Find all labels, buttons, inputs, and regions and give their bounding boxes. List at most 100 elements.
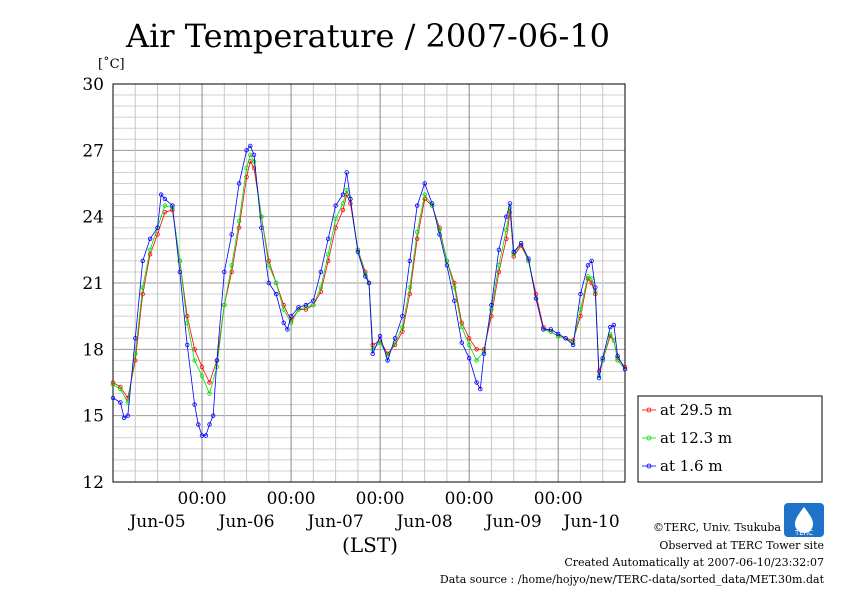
data-point bbox=[236, 181, 242, 186]
data-point bbox=[311, 298, 316, 303]
data-point bbox=[593, 285, 598, 290]
data-point bbox=[318, 269, 323, 275]
data-point bbox=[467, 342, 472, 348]
data-point bbox=[340, 201, 346, 206]
data-point bbox=[184, 314, 190, 319]
legend-label: at 12.3 m bbox=[660, 429, 732, 447]
data-point bbox=[303, 302, 309, 308]
source-text: Data source : /home/hojyo/new/TERC-data/… bbox=[440, 573, 825, 586]
x-day-label: Jun-08 bbox=[395, 512, 453, 532]
data-point bbox=[248, 143, 253, 149]
x-time-label: 00:00 bbox=[445, 489, 494, 509]
data-point bbox=[207, 422, 212, 427]
data-point bbox=[326, 252, 331, 257]
data-point bbox=[511, 249, 516, 255]
created-text: Created Automatically at 2007-06-10/23:3… bbox=[564, 556, 824, 569]
data-point bbox=[344, 187, 349, 193]
data-point bbox=[415, 229, 420, 235]
data-point bbox=[199, 364, 205, 370]
data-point bbox=[407, 285, 412, 290]
data-point bbox=[229, 232, 234, 237]
data-point bbox=[489, 302, 494, 308]
data-point bbox=[274, 291, 279, 297]
terc-logo: TERC bbox=[784, 503, 824, 537]
data-point bbox=[177, 258, 182, 264]
data-point bbox=[340, 207, 346, 213]
x-axis-ticks: 00:00 00:00 00:00 00:00 00:00 Jun-05 Jun-06 Jun… bbox=[127, 489, 619, 532]
data-point bbox=[274, 280, 279, 286]
data-point bbox=[459, 340, 464, 345]
x-axis-label: (LST) bbox=[342, 533, 398, 557]
data-point bbox=[125, 400, 130, 405]
x-time-label: 00:00 bbox=[534, 489, 583, 509]
data-point bbox=[615, 358, 620, 363]
data-point bbox=[140, 285, 145, 290]
data-point bbox=[400, 314, 405, 319]
data-point bbox=[585, 274, 591, 279]
data-point bbox=[236, 225, 242, 230]
x-time-label: 00:00 bbox=[356, 489, 405, 509]
data-point bbox=[615, 353, 620, 359]
x-time-label: 00:00 bbox=[178, 489, 227, 509]
data-point bbox=[363, 274, 368, 279]
data-point bbox=[110, 380, 116, 385]
data-point bbox=[118, 400, 123, 405]
series-1 bbox=[110, 159, 628, 401]
data-point bbox=[147, 247, 153, 252]
data-point bbox=[244, 174, 249, 180]
data-point bbox=[589, 280, 594, 286]
data-point bbox=[452, 285, 457, 290]
series-line bbox=[112, 145, 626, 437]
data-point bbox=[333, 203, 338, 208]
data-point bbox=[459, 320, 464, 325]
data-point bbox=[288, 314, 294, 319]
data-point bbox=[162, 196, 168, 202]
data-point bbox=[140, 291, 145, 297]
data-point bbox=[452, 298, 457, 303]
data-point bbox=[259, 225, 264, 230]
data-point bbox=[118, 386, 123, 392]
legend-swatch-marker bbox=[646, 463, 652, 469]
data-point bbox=[526, 256, 531, 261]
data-point bbox=[600, 356, 605, 361]
y-tick-label: 18 bbox=[82, 340, 104, 360]
data-point bbox=[184, 320, 190, 325]
data-point bbox=[121, 415, 127, 421]
data-point bbox=[244, 165, 249, 171]
data-point bbox=[210, 413, 216, 418]
chart-title: Air Temperature / 2007-06-10 bbox=[125, 17, 610, 55]
data-point bbox=[207, 391, 212, 396]
data-point bbox=[407, 258, 412, 264]
data-point bbox=[608, 325, 613, 330]
data-point bbox=[251, 159, 257, 164]
data-point bbox=[355, 249, 361, 255]
data-point bbox=[622, 367, 628, 372]
legend-swatch-marker bbox=[646, 435, 652, 441]
data-point bbox=[504, 227, 509, 233]
legend-items: at 29.5 m at 12.3 m at 1.6 m bbox=[642, 401, 732, 475]
x-day-label: Jun-10 bbox=[562, 512, 620, 532]
data-point bbox=[400, 325, 405, 330]
data-point bbox=[518, 240, 524, 246]
data-point bbox=[437, 232, 442, 237]
data-point bbox=[281, 320, 286, 325]
data-point bbox=[370, 351, 375, 356]
data-point bbox=[533, 296, 539, 301]
y-axis-unit: [˚C] bbox=[98, 56, 125, 72]
data-point bbox=[366, 280, 372, 286]
data-point bbox=[259, 214, 264, 219]
y-axis-ticks: 30 27 24 21 18 15 12 bbox=[82, 75, 104, 493]
data-point bbox=[444, 263, 450, 268]
data-point bbox=[110, 382, 116, 387]
data-point bbox=[467, 356, 472, 361]
data-point bbox=[578, 291, 583, 297]
data-point bbox=[147, 236, 153, 241]
data-point bbox=[192, 402, 197, 407]
data-point bbox=[548, 327, 553, 332]
data-point bbox=[162, 203, 168, 208]
legend-label: at 29.5 m bbox=[660, 401, 732, 419]
series-layer bbox=[110, 143, 628, 438]
data-point bbox=[251, 165, 257, 171]
series-3 bbox=[110, 143, 628, 438]
data-point bbox=[199, 373, 205, 379]
